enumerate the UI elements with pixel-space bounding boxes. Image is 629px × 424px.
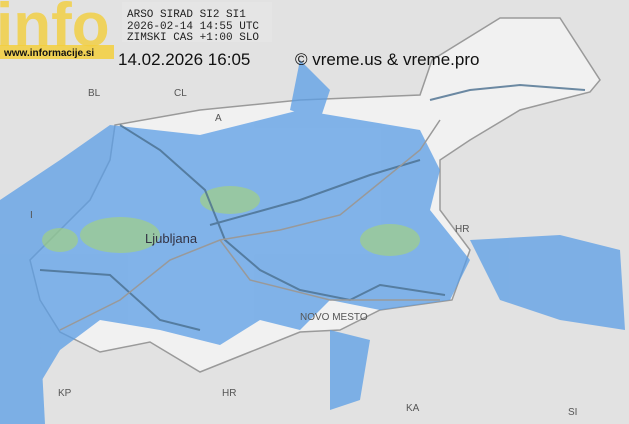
header-box xyxy=(122,2,272,42)
header: info www.informacije.si ARSO SIRAD SI2 S… xyxy=(0,0,479,69)
map-label: Ljubljana xyxy=(145,231,198,246)
roads xyxy=(59,119,441,331)
source: ARSO SIRAD SI2 SI1 xyxy=(127,9,246,21)
map-label: CL xyxy=(174,88,187,99)
map-label: HR xyxy=(455,224,469,235)
rivers xyxy=(39,83,586,331)
map-label: KA xyxy=(406,403,420,414)
utc-time: 2026-02-14 14:55 UTC xyxy=(127,21,259,33)
map-label: BL xyxy=(88,88,101,99)
logo-url: www.informacije.si xyxy=(3,48,94,59)
map-label: SI xyxy=(568,407,577,418)
map-label: KP xyxy=(58,388,72,399)
map-labels: BL CL A I HR Ljubljana NOVO MESTO KP HR … xyxy=(30,88,577,418)
map-label: A xyxy=(215,113,222,124)
timezone: ZIMSKI CAS +1:00 SLO xyxy=(127,32,259,44)
local-time: 14.02.2026 16:05 xyxy=(118,50,250,69)
copyright: © vreme.us & vreme.pro xyxy=(295,50,479,69)
radar-echoes xyxy=(0,60,625,424)
logo-bar xyxy=(0,45,114,59)
map-label: HR xyxy=(222,388,236,399)
map-label: NOVO MESTO xyxy=(300,312,368,323)
map-label: I xyxy=(30,210,33,221)
radar-heavy xyxy=(42,186,420,256)
